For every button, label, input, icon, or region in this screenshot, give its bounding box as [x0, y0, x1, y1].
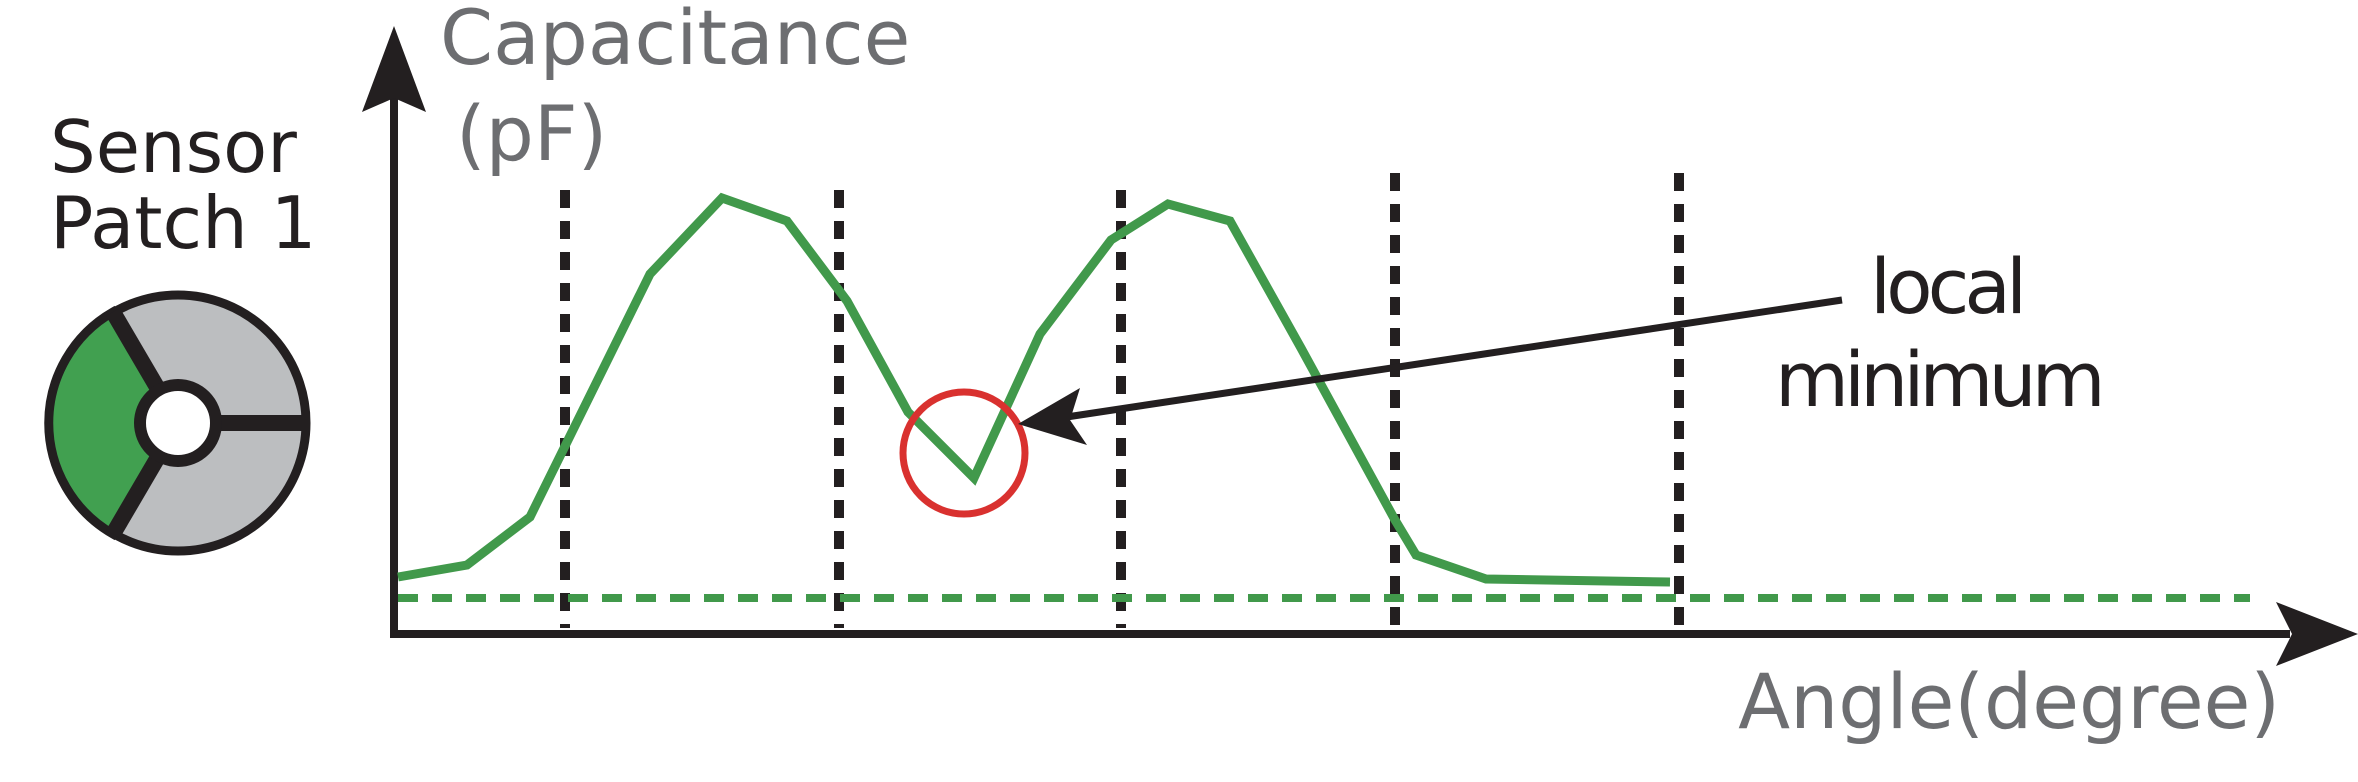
sensor-label-line1: Sensor: [50, 105, 297, 189]
annotation-label-line2: minimum: [1775, 335, 2101, 424]
sensor-label-line2: Patch 1: [50, 181, 316, 265]
annotation-label-line1: local: [1870, 242, 2022, 331]
axes: [362, 26, 2358, 666]
sensor-hub: [134, 379, 222, 467]
annotation-arrowhead: [1018, 388, 1087, 445]
y-axis-label-line2: (pF): [456, 89, 607, 178]
y-axis-arrowhead: [362, 26, 426, 112]
x-axis-arrowhead: [2276, 602, 2358, 666]
local-minimum-circle: [899, 388, 1029, 518]
y-axis-label-line1: Capacitance: [440, 0, 910, 82]
segment-boundaries: [560, 173, 1684, 628]
x-axis-label: Angle(degree): [1738, 657, 2280, 746]
annotation-arrow-line: [1059, 296, 1843, 422]
sensor-patch-icon: [44, 290, 311, 556]
sensor-active-segment: [44, 305, 184, 541]
capacitance-curve: [397, 192, 1671, 587]
